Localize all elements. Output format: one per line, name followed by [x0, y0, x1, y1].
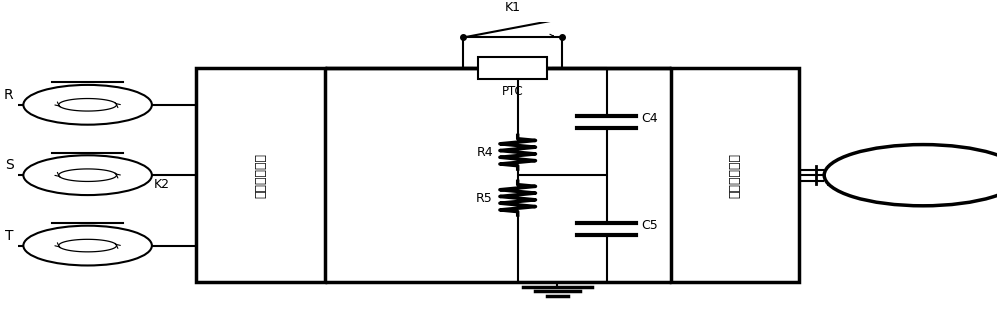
Text: R5: R5 — [476, 192, 493, 205]
Bar — [671, 68, 799, 282]
Text: K1: K1 — [505, 2, 521, 15]
Text: R: R — [4, 88, 13, 102]
Text: PTC: PTC — [502, 85, 524, 98]
Text: T: T — [5, 228, 13, 243]
Text: 压缩机: 压缩机 — [912, 169, 934, 182]
Bar — [196, 68, 325, 282]
Circle shape — [824, 145, 1000, 206]
Text: C4: C4 — [641, 112, 658, 125]
Text: R4: R4 — [476, 146, 493, 159]
Text: S: S — [5, 158, 13, 172]
Text: 三相整流模块: 三相整流模块 — [254, 153, 267, 198]
Circle shape — [23, 226, 152, 265]
Text: K2: K2 — [154, 178, 170, 191]
Text: 三相逆变模块: 三相逆变模块 — [729, 153, 742, 198]
Text: C5: C5 — [641, 219, 658, 232]
Circle shape — [23, 155, 152, 195]
Circle shape — [23, 85, 152, 125]
Bar — [478, 57, 547, 79]
